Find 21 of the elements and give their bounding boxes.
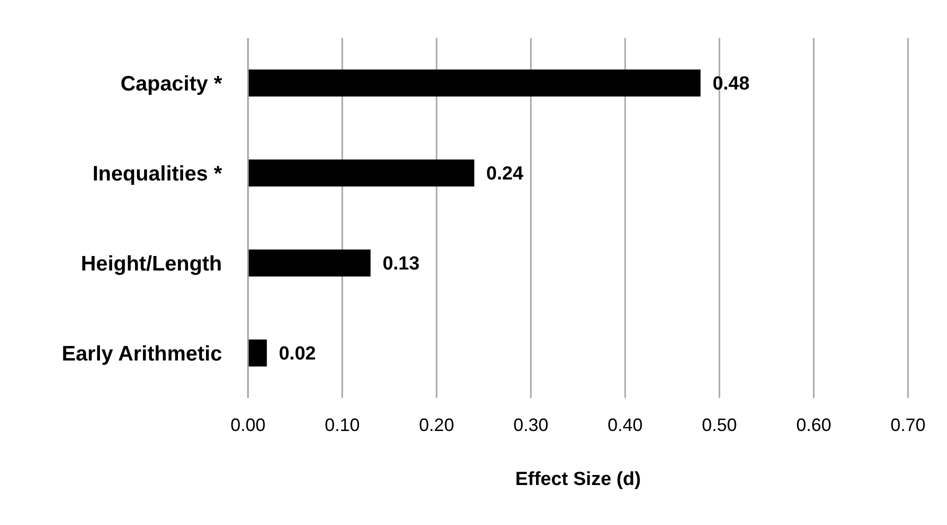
data-label: 0.13	[382, 254, 420, 275]
x-tick-label: 0.00	[230, 414, 266, 435]
data-label: 0.48	[712, 74, 750, 95]
data-label: 0.02	[278, 344, 316, 365]
x-tick-label: 0.40	[608, 414, 643, 435]
x-tick-label: 0.60	[796, 414, 832, 435]
x-axis-title: Effect Size (d)	[515, 469, 641, 490]
bar	[248, 250, 371, 276]
x-tick-label: 0.10	[324, 414, 360, 435]
x-tick-label: 0.50	[702, 414, 737, 435]
y-tick-label: Capacity *	[120, 72, 223, 96]
y-tick-label: Inequalities *	[92, 162, 223, 186]
bar	[248, 160, 474, 186]
data-label: 0.24	[486, 164, 524, 185]
x-tick-label: 0.20	[419, 414, 454, 435]
y-tick-label: Early Arithmetic	[62, 342, 222, 366]
x-tick-label: 0.70	[890, 414, 926, 435]
bar	[248, 340, 267, 366]
x-tick-label: 0.30	[513, 414, 548, 435]
bar	[248, 70, 701, 96]
y-tick-label: Height/Length	[80, 252, 222, 276]
